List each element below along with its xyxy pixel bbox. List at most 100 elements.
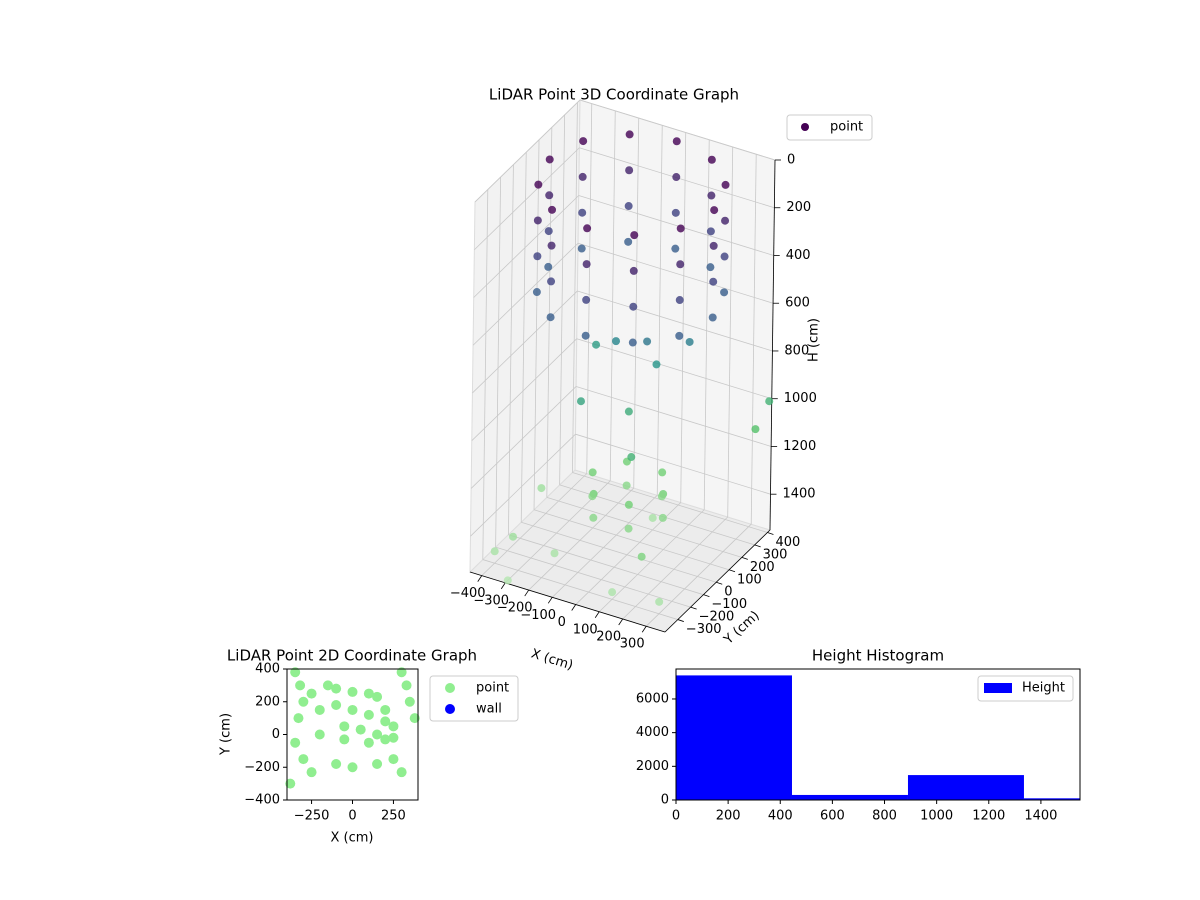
point xyxy=(372,758,383,769)
x-tick-label: −200 xyxy=(497,601,533,616)
grid-line xyxy=(645,523,752,627)
x-tick-label: 0 xyxy=(558,615,566,630)
point xyxy=(721,180,730,189)
point xyxy=(625,166,634,175)
point xyxy=(577,244,586,253)
point xyxy=(655,597,664,606)
point xyxy=(372,691,383,702)
point xyxy=(578,172,587,181)
y-tick-label: 400 xyxy=(255,662,280,677)
x-tick xyxy=(477,575,483,582)
point xyxy=(721,216,730,225)
point xyxy=(547,241,556,250)
point xyxy=(709,277,718,286)
y-tick xyxy=(703,594,710,598)
point xyxy=(579,137,588,146)
point xyxy=(592,340,601,349)
point xyxy=(298,696,309,707)
point xyxy=(372,729,383,740)
point xyxy=(676,260,685,269)
point xyxy=(285,778,296,789)
point xyxy=(658,468,667,477)
x-tick-label: 0 xyxy=(672,809,680,824)
point xyxy=(624,524,633,533)
x-tick-label: 400 xyxy=(768,809,793,824)
point xyxy=(710,206,719,215)
legend-label: point xyxy=(830,120,863,135)
point xyxy=(709,241,718,250)
z-axis xyxy=(769,159,776,531)
grid-line xyxy=(546,127,553,498)
grid-line xyxy=(528,487,635,591)
grid-line xyxy=(578,195,774,256)
y-tick-label: 0 xyxy=(661,793,669,808)
point xyxy=(622,481,631,490)
point xyxy=(331,683,342,694)
x-tick xyxy=(571,604,577,611)
point xyxy=(624,237,633,246)
point xyxy=(347,686,358,697)
grid-line xyxy=(533,139,540,510)
point xyxy=(708,313,717,322)
point xyxy=(537,484,546,493)
grid-line xyxy=(622,516,728,620)
grid-line xyxy=(482,189,489,560)
point xyxy=(534,180,543,189)
point xyxy=(582,260,591,269)
y-tick-label: −200 xyxy=(699,610,735,625)
z-tick-label: 600 xyxy=(785,296,810,311)
point xyxy=(685,337,694,346)
grid-line xyxy=(472,290,578,394)
grid-line xyxy=(577,290,773,352)
legend-marker xyxy=(445,704,455,714)
point xyxy=(409,713,420,724)
point xyxy=(643,337,652,346)
point xyxy=(720,252,729,261)
y-tick-label: 100 xyxy=(737,572,762,587)
bar xyxy=(676,675,792,800)
grid-line xyxy=(470,386,577,489)
point xyxy=(707,155,716,164)
legend-label: Height xyxy=(1022,681,1065,696)
point xyxy=(581,331,590,340)
point xyxy=(624,407,633,416)
y-tick xyxy=(728,569,736,573)
point xyxy=(578,208,587,217)
chart-title: LiDAR Point 2D Coordinate Graph xyxy=(227,647,477,665)
grid-line xyxy=(482,559,678,620)
grid-line xyxy=(703,139,710,510)
grid-line xyxy=(481,473,588,576)
point xyxy=(582,295,591,304)
x-tick-label: 1200 xyxy=(972,809,1005,824)
x-tick-label: 0 xyxy=(348,809,356,824)
back-pane xyxy=(574,99,776,531)
point xyxy=(363,737,374,748)
grid-line xyxy=(609,110,616,481)
point xyxy=(503,576,512,585)
point xyxy=(380,704,391,715)
legend-box xyxy=(786,114,873,141)
grid-line xyxy=(572,102,578,473)
y-tick-label: −400 xyxy=(244,793,280,808)
y-tick-label: −300 xyxy=(686,622,722,637)
grid-line xyxy=(576,386,772,447)
z-tick-label: 800 xyxy=(784,343,809,358)
legend-swatch xyxy=(984,683,1012,693)
y-tick-label: 200 xyxy=(255,694,280,709)
point xyxy=(675,296,684,305)
z-tick-label: 1200 xyxy=(783,439,816,454)
point xyxy=(588,492,597,501)
grid-line xyxy=(521,521,717,583)
point xyxy=(625,130,634,139)
point xyxy=(608,588,617,597)
point xyxy=(671,244,680,253)
x-tick-label: 1000 xyxy=(920,809,953,824)
x-tick xyxy=(618,618,624,626)
grid-line xyxy=(633,118,640,489)
x-tick xyxy=(500,582,506,590)
point xyxy=(401,680,412,691)
point xyxy=(404,696,415,707)
point xyxy=(295,680,306,691)
point xyxy=(533,216,542,225)
y-tick-label: 2000 xyxy=(636,759,669,774)
